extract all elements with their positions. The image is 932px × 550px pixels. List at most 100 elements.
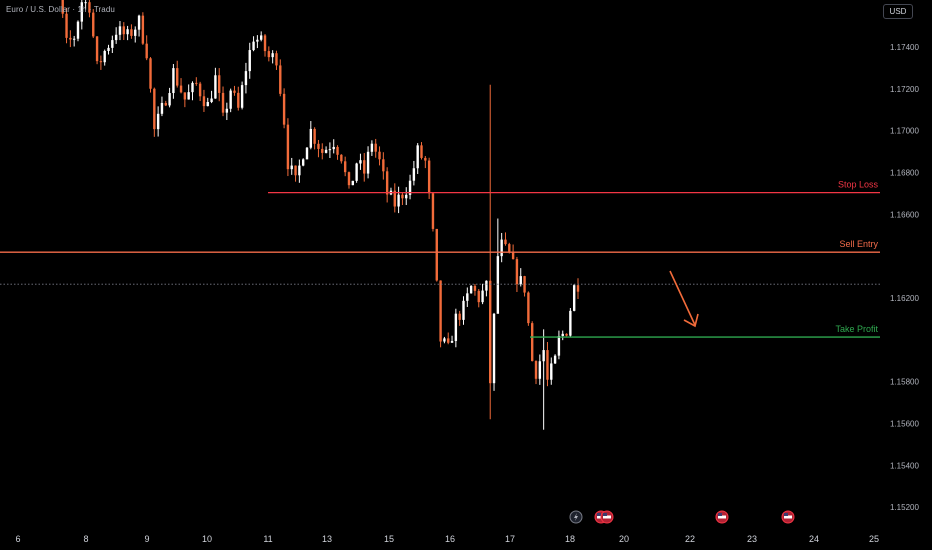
candle-body [145, 43, 148, 59]
candle-body [534, 361, 538, 379]
candle-body [141, 15, 145, 44]
x-tick-label: 6 [15, 534, 20, 544]
y-tick-label: 1.15600 [890, 419, 919, 428]
candle-body [332, 146, 335, 150]
candle-body [244, 71, 248, 86]
candle-body [481, 290, 484, 303]
candle-body [111, 40, 114, 48]
candle-body [248, 50, 251, 72]
candle-body [69, 37, 72, 40]
candle-body [420, 145, 423, 158]
y-tick-label: 1.17000 [890, 127, 919, 136]
arrow-annotation[interactable] [669, 270, 699, 328]
lightning-glyph [574, 513, 578, 521]
candle-body [191, 82, 194, 93]
candle-body [485, 280, 488, 291]
candle-body [576, 285, 580, 292]
candle-body [351, 180, 355, 186]
candle-body [435, 228, 438, 281]
stop-loss-label: Stop Loss [838, 180, 879, 190]
candle-body [164, 102, 167, 106]
candle-body [561, 333, 564, 337]
candle-body [489, 280, 492, 384]
candle-body [527, 292, 530, 324]
candle-body [557, 336, 561, 356]
candle-body [114, 34, 118, 41]
candle-body [508, 244, 511, 253]
y-tick-label: 1.15800 [890, 378, 919, 387]
flag-stripe [784, 515, 792, 519]
candle-body [500, 239, 503, 257]
candle-body [305, 147, 309, 160]
candle-body [107, 47, 110, 51]
x-tick-label: 18 [565, 534, 575, 544]
candle-body [340, 154, 343, 162]
candle-body [195, 82, 198, 84]
candle-body [374, 143, 377, 152]
candle-body [210, 98, 213, 103]
candle-body [156, 113, 160, 130]
candle-body [569, 310, 572, 336]
candle-body [256, 39, 259, 42]
candle-body [462, 300, 465, 320]
y-tick-label: 1.15400 [890, 461, 919, 470]
y-tick-label: 1.17400 [890, 43, 919, 52]
candle-body [294, 165, 297, 176]
candle-body [225, 108, 229, 113]
flag-canton [718, 513, 722, 516]
x-tick-label: 15 [384, 534, 394, 544]
candle-body [343, 161, 347, 173]
candle-body [309, 128, 313, 148]
candle-body [179, 85, 183, 93]
candle-body [538, 361, 542, 379]
x-tick-label: 11 [263, 534, 272, 544]
candle-body [149, 58, 152, 89]
candle-body [126, 29, 129, 35]
candle-body [282, 93, 286, 125]
candle-body [168, 93, 171, 106]
candle-body [137, 15, 141, 30]
x-tick-label: 24 [809, 534, 819, 544]
candle-body [153, 88, 156, 130]
candle-body [76, 21, 80, 39]
flag-canton [784, 513, 788, 516]
candle-body [565, 333, 568, 336]
candle-body [240, 85, 244, 108]
candle-body [259, 35, 263, 40]
candle-body [317, 143, 320, 149]
candle-body [183, 92, 187, 100]
candle-body [519, 276, 522, 285]
candle-body [515, 259, 519, 285]
candle-body [542, 350, 545, 362]
candle-body [160, 102, 164, 114]
candle-body [431, 193, 435, 229]
candle-body [176, 68, 179, 86]
candles-group [61, 0, 580, 430]
candle-body [88, 2, 91, 13]
candle-body [366, 151, 370, 174]
sell-entry-label: Sell Entry [839, 239, 878, 249]
candle-body [290, 165, 293, 170]
x-tick-label: 10 [202, 534, 212, 544]
x-tick-label: 22 [685, 534, 695, 544]
candle-body [172, 68, 175, 94]
y-tick-label: 1.15200 [890, 503, 919, 512]
candle-body [275, 53, 278, 66]
candle-body [328, 149, 332, 151]
candle-body [511, 252, 515, 260]
candle-body [271, 53, 274, 58]
candle-body [237, 92, 240, 108]
currency-selector[interactable]: USD [883, 4, 913, 19]
candle-body [198, 83, 202, 97]
price-axis[interactable] [880, 0, 932, 550]
candle-body [252, 41, 255, 51]
candle-body [458, 313, 461, 320]
candle-body [405, 194, 408, 199]
candle-body [477, 290, 480, 303]
candle-body [530, 323, 534, 362]
candle-body [324, 149, 328, 153]
candle-body [401, 194, 404, 199]
candle-body [424, 157, 427, 161]
